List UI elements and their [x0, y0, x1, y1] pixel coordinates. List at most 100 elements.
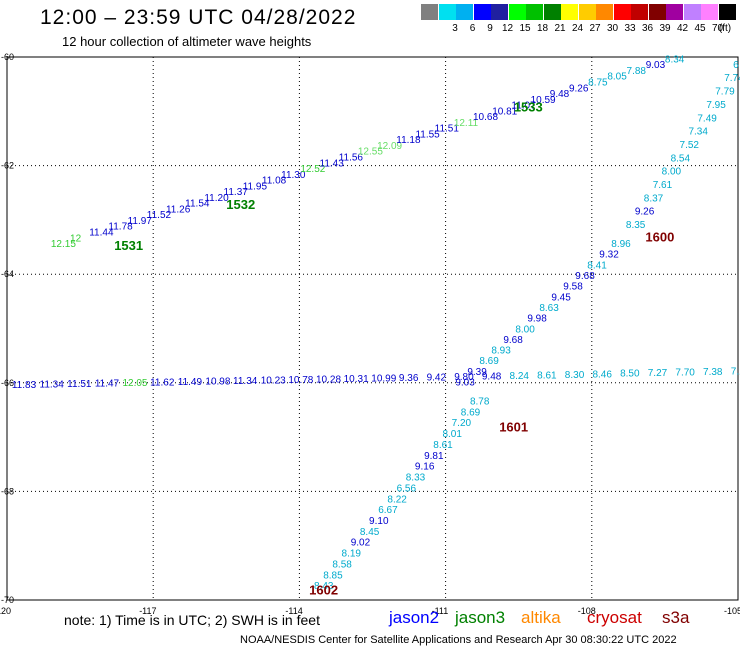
swh-value: 7.95 — [706, 100, 726, 111]
scale-label: 6 — [469, 23, 476, 34]
swh-value: 10.31 — [344, 374, 369, 385]
swh-value: 11.37 — [224, 187, 249, 198]
swh-value: 11.51 — [435, 124, 460, 135]
swh-value: 8.19 — [342, 549, 362, 560]
swh-value: 9.98 — [527, 314, 547, 325]
swh-value: 11.51 — [67, 379, 92, 390]
swh-value: 7.88 — [627, 66, 647, 77]
swh-value: 11.34 — [233, 376, 258, 387]
scale-label: 18 — [536, 23, 549, 34]
track-time-label: 1531 — [114, 238, 143, 253]
swh-value: 8.93 — [491, 346, 511, 357]
swh-value: 9.68 — [575, 271, 595, 282]
scale-label: 24 — [571, 23, 584, 34]
lat-tick-label: -64 — [1, 269, 14, 279]
swh-value: 11.08 — [262, 176, 287, 187]
swh-value: 7.61 — [653, 180, 673, 191]
swh-value: 7.70 — [675, 368, 695, 379]
scale-swatch — [578, 4, 596, 20]
swh-value: 9.48 — [550, 89, 570, 100]
lat-tick-label: -68 — [1, 486, 14, 496]
swh-value: 10.81 — [492, 106, 517, 117]
swh-value: 11.20 — [204, 193, 229, 204]
footer-note: note: 1) Time is in UTC; 2) SWH is in fe… — [64, 612, 320, 628]
swh-value: 11.44 — [89, 228, 114, 239]
swh-value: 11.07 — [511, 101, 536, 112]
swh-value: 8.69 — [479, 356, 499, 367]
swh-value: 7.74 — [724, 73, 740, 84]
scale-swatch — [631, 4, 648, 20]
page-title: 12:00 – 23:59 UTC 04/28/2022 — [40, 6, 357, 29]
lon-tick-label: -114 — [285, 606, 302, 616]
scale-label: 33 — [624, 23, 636, 34]
swh-value: 9.16 — [415, 462, 435, 473]
track-time-label: 1533 — [514, 99, 543, 114]
track-time-label: 1532 — [226, 197, 255, 212]
swh-value: 8.46 — [592, 369, 612, 380]
swh-value: 10.99 — [371, 373, 396, 384]
scale-label: 39 — [659, 23, 671, 34]
swh-value: 9.02 — [351, 538, 371, 549]
scale-label: 12 — [501, 23, 514, 34]
swh-value: 9.26 — [635, 207, 655, 218]
swh-value: 12 — [70, 233, 82, 244]
scale-unit: (ft) — [718, 23, 732, 34]
swh-value: 8.34 — [665, 54, 685, 65]
legend-s3a: s3a — [662, 608, 690, 627]
swh-value: 8.78 — [470, 397, 490, 408]
swh-value: 8.54 — [671, 153, 691, 164]
swh-value: 8.33 — [406, 473, 426, 484]
swh-value: 11.95 — [243, 181, 268, 192]
swh-value: 8.61 — [433, 440, 453, 451]
swh-value: 9.42 — [427, 372, 447, 383]
swh-value: 8.24 — [510, 371, 530, 382]
lat-tick-label: -62 — [1, 161, 14, 171]
swh-value: 6.56 — [397, 483, 417, 494]
swh-value: 7.38 — [703, 367, 723, 378]
track-time-label: 1601 — [499, 420, 528, 435]
swh-value: 11.43 — [320, 158, 345, 169]
swh-value: 11.49 — [178, 377, 203, 388]
track-time-label: 1602 — [309, 583, 338, 598]
swh-value: 8.37 — [644, 193, 664, 204]
swh-value: 7.79 — [715, 87, 735, 98]
swh-value: 9.03 — [646, 60, 666, 71]
swh-value: 11.62 — [150, 378, 175, 389]
swh-value: 8.01 — [442, 429, 462, 440]
lon-tick-label: -105 — [724, 606, 740, 616]
swh-value: 11.55 — [415, 129, 440, 140]
scale-label: 30 — [606, 23, 619, 34]
swh-value: 8.75 — [588, 78, 608, 89]
swh-value: 8.00 — [662, 167, 682, 178]
swh-value: 12.52 — [300, 164, 325, 175]
swh-value: 8.50 — [620, 369, 640, 380]
swh-value: 8.30 — [565, 370, 585, 381]
swh-value: 9.10 — [369, 516, 389, 527]
scale-swatch — [491, 4, 508, 20]
swh-value: 9.03 — [455, 378, 475, 389]
swh-value: 11.26 — [166, 204, 191, 215]
swh-value: 8.41 — [587, 260, 607, 271]
swh-value: 9.45 — [551, 292, 571, 303]
legend-altika: altika — [521, 608, 561, 627]
swh-value: 9.36 — [399, 373, 419, 384]
swh-value: 7.27 — [648, 368, 668, 379]
legend-cryosat: cryosat — [587, 608, 642, 627]
swh-value: 11.30 — [281, 170, 306, 181]
scale-label: 3 — [452, 23, 458, 34]
swh-value: 6 — [733, 60, 739, 71]
lat-tick-label: -60 — [1, 52, 14, 62]
swh-value: 10.68 — [473, 112, 498, 123]
swh-value: 8.69 — [461, 407, 481, 418]
swh-value: 11.97 — [128, 216, 153, 227]
swh-value: 10.23 — [261, 376, 286, 387]
swh-value: 8.85 — [323, 570, 343, 581]
swh-value: 9.26 — [569, 83, 589, 94]
map-frame — [6, 56, 739, 601]
swh-value: 10.78 — [288, 375, 313, 386]
scale-swatch — [683, 4, 701, 20]
scale-swatch — [666, 4, 683, 20]
swh-value: 9.48 — [482, 371, 502, 382]
swh-value: 12.55 — [358, 147, 383, 158]
